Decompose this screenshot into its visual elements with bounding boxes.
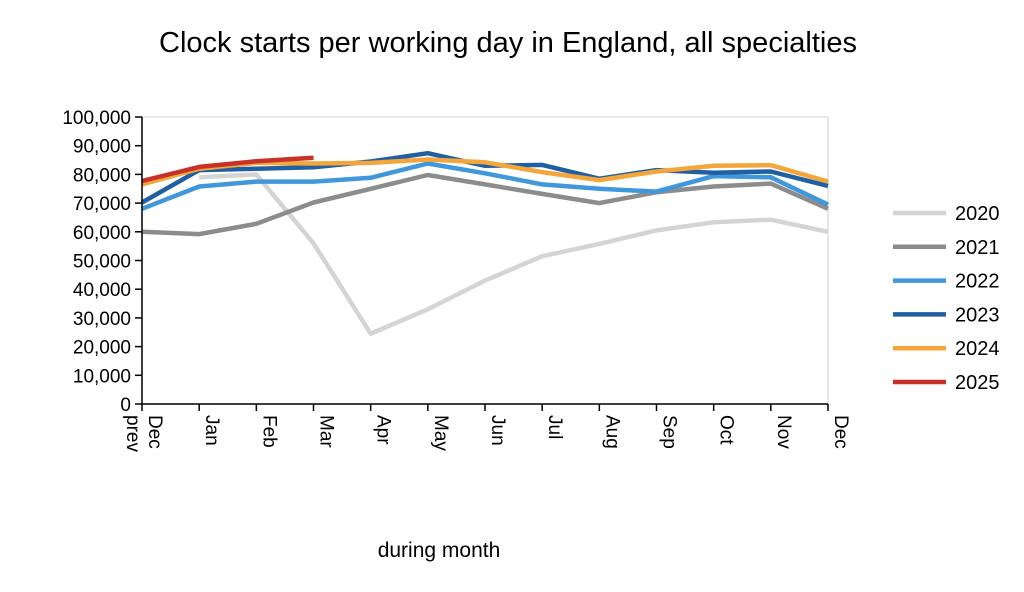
series-group (140, 150, 829, 336)
chart-title: Clock starts per working day in England,… (159, 27, 857, 59)
series-line-2022 (141, 161, 829, 211)
y-tick-label: 50,000 (73, 252, 131, 273)
x-tick-label: Oct (716, 415, 737, 445)
x-tick-label: Jun (487, 415, 508, 446)
series-line-2025 (141, 155, 314, 184)
y-tick-label: 20,000 (73, 338, 131, 359)
y-tick-label: 60,000 (73, 223, 131, 244)
x-tick-label: Sep (659, 415, 680, 449)
y-axis-ticks: 0 10,000 20,000 30,000 40,000 50,000 60,000 70,… (62, 108, 142, 416)
x-tick-label: Jan (201, 415, 222, 446)
y-tick-label: 10,000 (73, 366, 131, 387)
x-tick-label: Mar (316, 415, 337, 448)
x-tick-label: Dec (830, 415, 851, 449)
series-line-2023 (140, 150, 829, 205)
y-tick-label: 80,000 (73, 165, 131, 186)
y-tick-label: 90,000 (73, 137, 131, 158)
x-tick-label: Nov (773, 415, 794, 449)
x-axis-title: during month (378, 539, 501, 562)
y-tick-label: 70,000 (73, 194, 131, 215)
x-axis-ticks: Decprev Jan Feb Mar Apr May Jun Jul Aug Sep Oct Nov… (122, 404, 851, 452)
y-tick-label: 30,000 (73, 309, 131, 330)
x-tick-label: Decprev (122, 415, 165, 452)
y-tick-label: 0 (120, 395, 131, 416)
y-tick-label: 100,000 (62, 108, 131, 129)
x-tick-label: Feb (258, 415, 279, 448)
y-tick-label: 40,000 (73, 280, 131, 301)
x-tick-label: Aug (601, 415, 622, 449)
series-line-2020 (199, 172, 829, 336)
x-tick-label: May (430, 415, 451, 451)
legend: 2020 2021 2022 2023 2024 2025 (893, 203, 1000, 394)
legend-label-2023: 2023 (955, 304, 1000, 326)
legend-label-2022: 2022 (955, 271, 1000, 293)
legend-label-2025: 2025 (955, 372, 1000, 394)
x-tick-label: Apr (373, 415, 394, 445)
legend-label-2021: 2021 (955, 237, 1000, 259)
x-tick-label: Jul (544, 415, 565, 439)
series-line-2021 (141, 172, 829, 237)
legend-label-2020: 2020 (955, 203, 1000, 225)
legend-label-2024: 2024 (955, 338, 1000, 360)
